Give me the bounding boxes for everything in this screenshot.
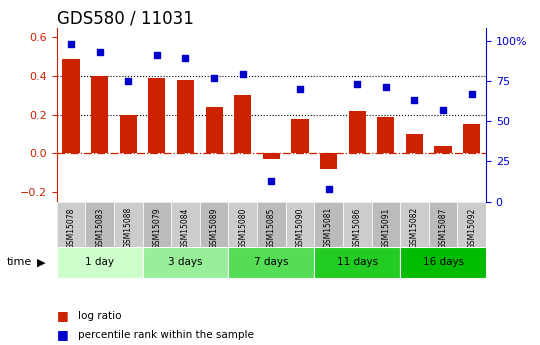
Text: ■: ■ [57, 309, 69, 322]
Point [438, 107, 447, 112]
Point [410, 97, 419, 103]
Text: GSM15078: GSM15078 [66, 207, 76, 249]
Point [124, 78, 133, 83]
Bar [63, 59, 79, 154]
Text: 16 days: 16 days [422, 257, 464, 267]
Point [66, 41, 75, 47]
Point [181, 56, 190, 61]
Point [353, 81, 362, 87]
Point [381, 85, 390, 90]
Text: GSM15089: GSM15089 [210, 207, 219, 249]
Bar [91, 76, 108, 154]
Bar [57, 247, 143, 278]
Text: GSM15087: GSM15087 [438, 207, 448, 249]
Bar [372, 202, 400, 247]
Bar [343, 202, 372, 247]
Bar [320, 154, 337, 169]
Bar [228, 202, 257, 247]
Bar [114, 202, 143, 247]
Text: GSM15090: GSM15090 [295, 207, 305, 249]
Bar [143, 202, 171, 247]
Bar [263, 154, 280, 159]
Bar [314, 247, 400, 278]
Text: time: time [7, 257, 32, 267]
Bar [177, 80, 194, 154]
Text: 7 days: 7 days [254, 257, 288, 267]
Point [239, 72, 247, 77]
Bar [435, 146, 451, 154]
Text: GSM15091: GSM15091 [381, 207, 390, 249]
Text: log ratio: log ratio [78, 311, 122, 321]
Text: 3 days: 3 days [168, 257, 202, 267]
Bar [85, 202, 114, 247]
Bar [314, 202, 343, 247]
Point [95, 49, 104, 55]
Bar [457, 202, 486, 247]
Bar [120, 115, 137, 154]
Text: ▶: ▶ [37, 257, 45, 267]
Bar [234, 95, 251, 154]
Point [153, 52, 161, 58]
Text: GSM15085: GSM15085 [267, 207, 276, 249]
Bar [400, 247, 486, 278]
Text: GSM15081: GSM15081 [324, 207, 333, 248]
Text: GSM15082: GSM15082 [410, 207, 419, 248]
Bar [349, 111, 366, 154]
Bar [148, 78, 165, 154]
Bar [200, 202, 228, 247]
Bar [143, 247, 228, 278]
Text: 1 day: 1 day [85, 257, 114, 267]
Bar [286, 202, 314, 247]
Text: GSM15092: GSM15092 [467, 207, 476, 249]
Point [267, 178, 276, 184]
Text: GSM15086: GSM15086 [353, 207, 362, 249]
Text: GSM15080: GSM15080 [238, 207, 247, 249]
Bar [57, 202, 85, 247]
Text: ■: ■ [57, 328, 69, 341]
Text: percentile rank within the sample: percentile rank within the sample [78, 330, 254, 339]
Text: 11 days: 11 days [336, 257, 378, 267]
Text: GSM15084: GSM15084 [181, 207, 190, 249]
Point [324, 186, 333, 192]
Bar [171, 202, 200, 247]
Bar [377, 117, 394, 154]
Bar [406, 134, 423, 154]
Bar [257, 202, 286, 247]
Bar [206, 107, 222, 154]
Bar [228, 247, 314, 278]
Text: GDS580 / 11031: GDS580 / 11031 [57, 9, 193, 28]
Bar [463, 125, 480, 154]
Bar [400, 202, 429, 247]
Text: GSM15083: GSM15083 [95, 207, 104, 249]
Point [468, 91, 476, 97]
Bar [292, 119, 308, 154]
Bar [429, 202, 457, 247]
Point [210, 75, 218, 80]
Text: GSM15079: GSM15079 [152, 207, 161, 249]
Point [296, 86, 305, 92]
Text: GSM15088: GSM15088 [124, 207, 133, 248]
